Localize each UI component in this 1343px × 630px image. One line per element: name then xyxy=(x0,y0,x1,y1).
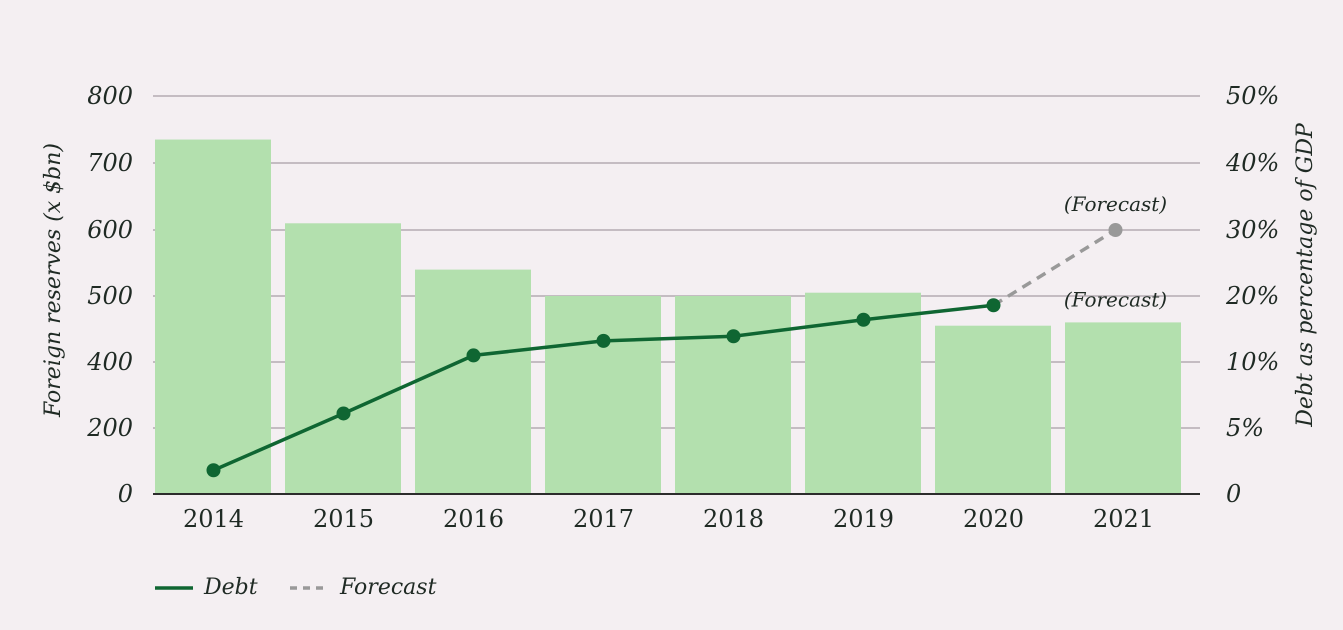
y-left-axis-title: Foreign reserves (x $bn) xyxy=(41,143,66,418)
bar-2021 xyxy=(1065,322,1181,494)
x-tick-label-2020: 2020 xyxy=(963,505,1024,533)
x-tick-label-2017: 2017 xyxy=(573,505,634,533)
bar-2020 xyxy=(935,325,1051,494)
debt-point-2015 xyxy=(336,406,351,421)
y-left-tick-label: 0 xyxy=(118,480,133,508)
y-right-tick-label: 40% xyxy=(1225,149,1279,177)
debt-point-2017 xyxy=(596,333,611,348)
y-left-axis: 0 200 400 500 600 700 800 xyxy=(86,82,133,508)
y-left-tick-label: 200 xyxy=(86,414,133,442)
y-left-tick-label: 500 xyxy=(87,282,133,310)
y-left-tick-label: 700 xyxy=(87,149,133,177)
debt-point-2020 xyxy=(986,298,1001,313)
y-right-axis: 0 5% 10% 20% 30% 40% 50% xyxy=(1225,82,1279,508)
debt-point-2014 xyxy=(206,463,221,478)
y-right-tick-label: 5% xyxy=(1226,414,1264,442)
bars: (Forecast) xyxy=(155,139,1181,495)
debt-point-2016 xyxy=(466,348,481,363)
x-tick-label-2014: 2014 xyxy=(183,505,244,533)
y-right-axis-title: Debt as percentage of GDP xyxy=(1293,122,1318,428)
bar-2017 xyxy=(545,296,661,494)
y-left-tick-label: 600 xyxy=(87,216,133,244)
x-tick-label-2021: 2021 xyxy=(1093,505,1154,533)
x-tick-label-2016: 2016 xyxy=(443,505,504,533)
legend: Debt Forecast xyxy=(155,575,437,600)
x-axis-ticks: 2014 2015 2016 2017 2018 2019 2020 2021 xyxy=(183,505,1154,533)
legend-debt-label: Debt xyxy=(203,575,258,600)
legend-forecast-label: Forecast xyxy=(339,575,437,600)
y-left-tick-label: 800 xyxy=(87,82,133,110)
forecast-point xyxy=(1108,223,1123,237)
x-tick-label-2015: 2015 xyxy=(313,505,374,533)
bar-forecast-label: (Forecast) xyxy=(1064,287,1167,311)
x-tick-label-2018: 2018 xyxy=(703,505,764,533)
y-right-tick-label: 0 xyxy=(1226,480,1241,508)
y-right-tick-label: 20% xyxy=(1225,282,1279,310)
y-right-tick-label: 50% xyxy=(1226,82,1279,110)
series-lines: (Forecast) xyxy=(206,192,1167,478)
x-tick-label-2019: 2019 xyxy=(833,505,894,533)
y-left-tick-label: 400 xyxy=(86,348,133,376)
forecast-line xyxy=(992,228,1117,307)
y-right-tick-label: 10% xyxy=(1226,348,1279,376)
debt-point-2019 xyxy=(856,312,871,327)
bar-2014 xyxy=(155,139,271,495)
bar-2018 xyxy=(675,296,791,494)
y-right-tick-label: 30% xyxy=(1226,216,1279,244)
debt-point-2018 xyxy=(726,329,741,344)
bar-2015 xyxy=(285,223,401,495)
bar-2016 xyxy=(415,269,531,494)
forecast-point-label: (Forecast) xyxy=(1064,192,1167,216)
